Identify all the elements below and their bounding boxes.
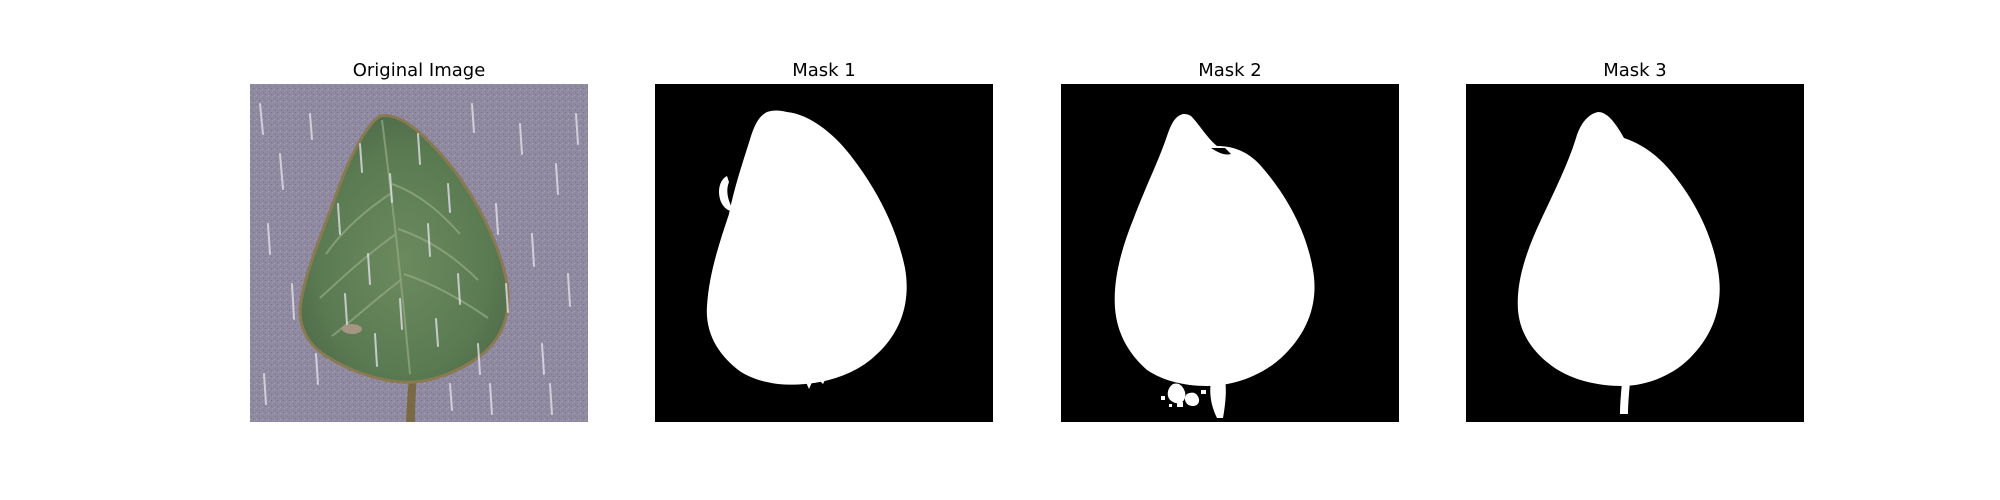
mask-3-image: [1466, 84, 1804, 422]
panel-title: Mask 3: [1603, 60, 1667, 81]
mask-1-base-notch: [805, 380, 825, 389]
panel-title: Original Image: [352, 60, 486, 81]
mask-1-image: [655, 84, 993, 422]
rain-streaks: [259, 103, 579, 415]
panel-title: Mask 1: [792, 60, 856, 81]
original-leaf-image: [250, 84, 588, 422]
mask-3-leaf: [1517, 112, 1720, 386]
panel-mask-1: Mask 1: [655, 58, 993, 422]
mask-2-leaf: [1114, 114, 1315, 386]
mask-2-silhouette: [1061, 84, 1399, 422]
panel-original-image: Original Image: [250, 58, 588, 422]
mask-1-silhouette: [655, 84, 993, 422]
mask-2-image: [1061, 84, 1399, 422]
panel-title: Mask 2: [1198, 60, 1262, 81]
panel-mask-2: Mask 2: [1061, 58, 1399, 422]
mask-2-tip-notch: [1211, 148, 1231, 155]
mask-3-silhouette: [1466, 84, 1804, 422]
mask-1-leaf: [706, 110, 907, 385]
panel-mask-3: Mask 3: [1466, 58, 1804, 422]
mask-3-stem: [1620, 382, 1630, 414]
mask-2-bottom-blobs: [1161, 380, 1226, 418]
mask-1-hook: [719, 176, 733, 211]
leaf-blade: [298, 114, 510, 384]
original-leaf-photo: [250, 84, 588, 422]
leaf-veins: [319, 119, 489, 375]
leaf-spot: [342, 324, 362, 334]
